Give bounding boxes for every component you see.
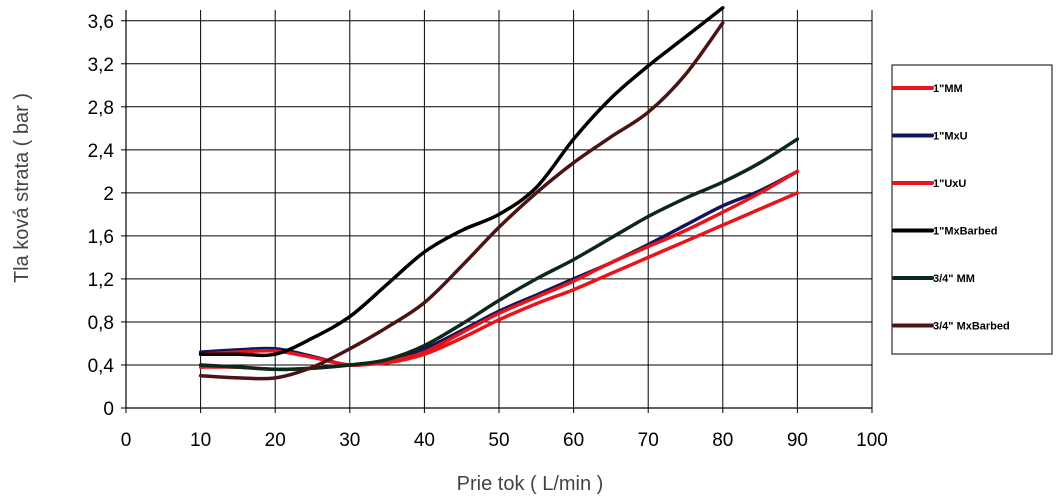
x-axis-ticks: 0 10 20 30 40 50 60 70 80 90 100 bbox=[121, 408, 888, 451]
legend-label: 1"MxBarbed bbox=[933, 226, 998, 238]
x-tick-label: 50 bbox=[488, 430, 509, 451]
x-tick-label: 0 bbox=[121, 430, 132, 451]
grid bbox=[126, 10, 873, 408]
y-tick-label: 3,2 bbox=[88, 55, 114, 76]
y-tick-label: 1,2 bbox=[88, 270, 114, 291]
series-line-6 bbox=[198, 21, 725, 381]
legend-label: 1"UxU bbox=[933, 178, 966, 190]
y-tick-label: 3,6 bbox=[88, 12, 114, 33]
legend-box bbox=[891, 64, 1053, 355]
y-tick-label: 0 bbox=[103, 399, 114, 420]
x-tick-label: 100 bbox=[856, 430, 888, 451]
y-tick-label: 2,4 bbox=[88, 141, 115, 162]
y-tick-label: 2 bbox=[103, 184, 114, 205]
x-tick-label: 40 bbox=[414, 430, 435, 451]
series-line-5 bbox=[198, 137, 800, 372]
y-axis-title: Tla ková strata ( bar ) bbox=[11, 93, 33, 283]
x-tick-label: 70 bbox=[638, 430, 659, 451]
series-line-4 bbox=[198, 6, 725, 358]
x-tick-label: 90 bbox=[787, 430, 808, 451]
legend-label: 1"MM bbox=[933, 83, 963, 95]
x-tick-label: 20 bbox=[265, 430, 286, 451]
x-tick-label: 30 bbox=[339, 430, 360, 451]
legend-label: 3/4" MxBarbed bbox=[933, 321, 1010, 333]
x-tick-label: 80 bbox=[712, 430, 733, 451]
y-tick-label: 0,4 bbox=[88, 356, 115, 377]
x-tick-label: 60 bbox=[563, 430, 584, 451]
legend: 1"MM 1"MxU 1"UxU 1"MxBarbed 3/4" MM 3/4" MxBa… bbox=[891, 64, 1053, 355]
y-tick-label: 0,8 bbox=[88, 313, 114, 334]
series-lines bbox=[198, 6, 800, 381]
legend-label: 3/4" MM bbox=[933, 273, 975, 285]
series-line-3 bbox=[198, 169, 800, 367]
y-tick-label: 1,6 bbox=[88, 227, 114, 248]
legend-label: 1"MxU bbox=[933, 131, 968, 143]
y-axis-ticks: 0 0,4 0,8 1,2 1,6 2 2,4 2,8 3,2 3,6 bbox=[88, 12, 126, 420]
x-tick-label: 10 bbox=[190, 430, 211, 451]
x-axis-title: Prie tok ( L/min ) bbox=[457, 473, 604, 495]
y-tick-label: 2,8 bbox=[88, 98, 114, 119]
